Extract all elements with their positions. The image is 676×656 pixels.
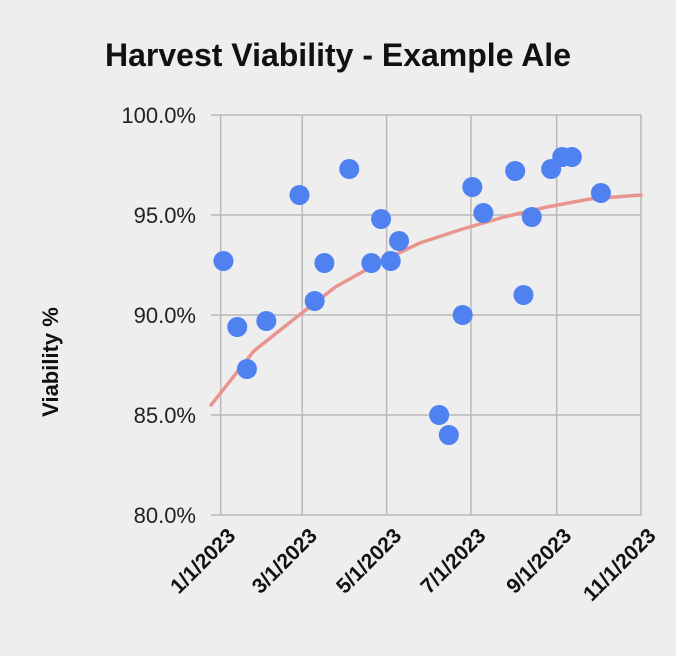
scatter-point [380,251,401,271]
chart-title: Harvest Viability - Example Ale [105,37,571,73]
scatter-point [505,161,526,181]
scatter-point [521,207,542,227]
scatter-point [256,311,277,331]
gridlines [211,114,642,516]
x-tick-label: 9/1/2023 [502,524,576,598]
x-tick-label: 7/1/2023 [416,524,490,598]
x-tick-label: 11/1/2023 [579,524,661,606]
scatter-point [389,231,410,251]
scatter-point [227,317,248,337]
y-tick-label: 90.0% [134,303,196,328]
scatter-point [361,253,382,273]
x-tick-label: 1/1/2023 [166,524,240,598]
y-tick-label: 80.0% [134,503,196,528]
scatter-point [590,183,611,203]
scatter-point [438,425,459,445]
scatter-point [371,209,392,229]
y-tick-label: 100.0% [121,103,196,128]
scatter-point [462,177,483,197]
x-tick-label: 3/1/2023 [248,524,322,598]
y-axis-ticks: 80.0% 85.0% 90.0% 95.0% 100.0% [121,103,196,528]
scatter-point [429,405,450,425]
trendline [209,193,643,407]
scatter-point [304,291,325,311]
scatter-point [561,147,582,167]
scatter-point [473,203,494,223]
data-points [213,147,611,445]
trendline-layer [209,193,643,407]
scatter-point [513,285,534,305]
y-tick-label: 95.0% [134,203,196,228]
x-tick-label: 5/1/2023 [332,524,406,598]
y-tick-label: 85.0% [134,403,196,428]
scatter-point [236,359,257,379]
y-axis-label: Viability % [38,307,63,417]
scatter-point [213,251,234,271]
scatter-point [289,185,310,205]
scatter-point [339,159,360,179]
x-axis-ticks: 1/1/2023 3/1/2023 5/1/2023 7/1/2023 9/1/2023… [166,524,660,606]
scatter-point [452,305,473,325]
scatter-point [314,253,335,273]
